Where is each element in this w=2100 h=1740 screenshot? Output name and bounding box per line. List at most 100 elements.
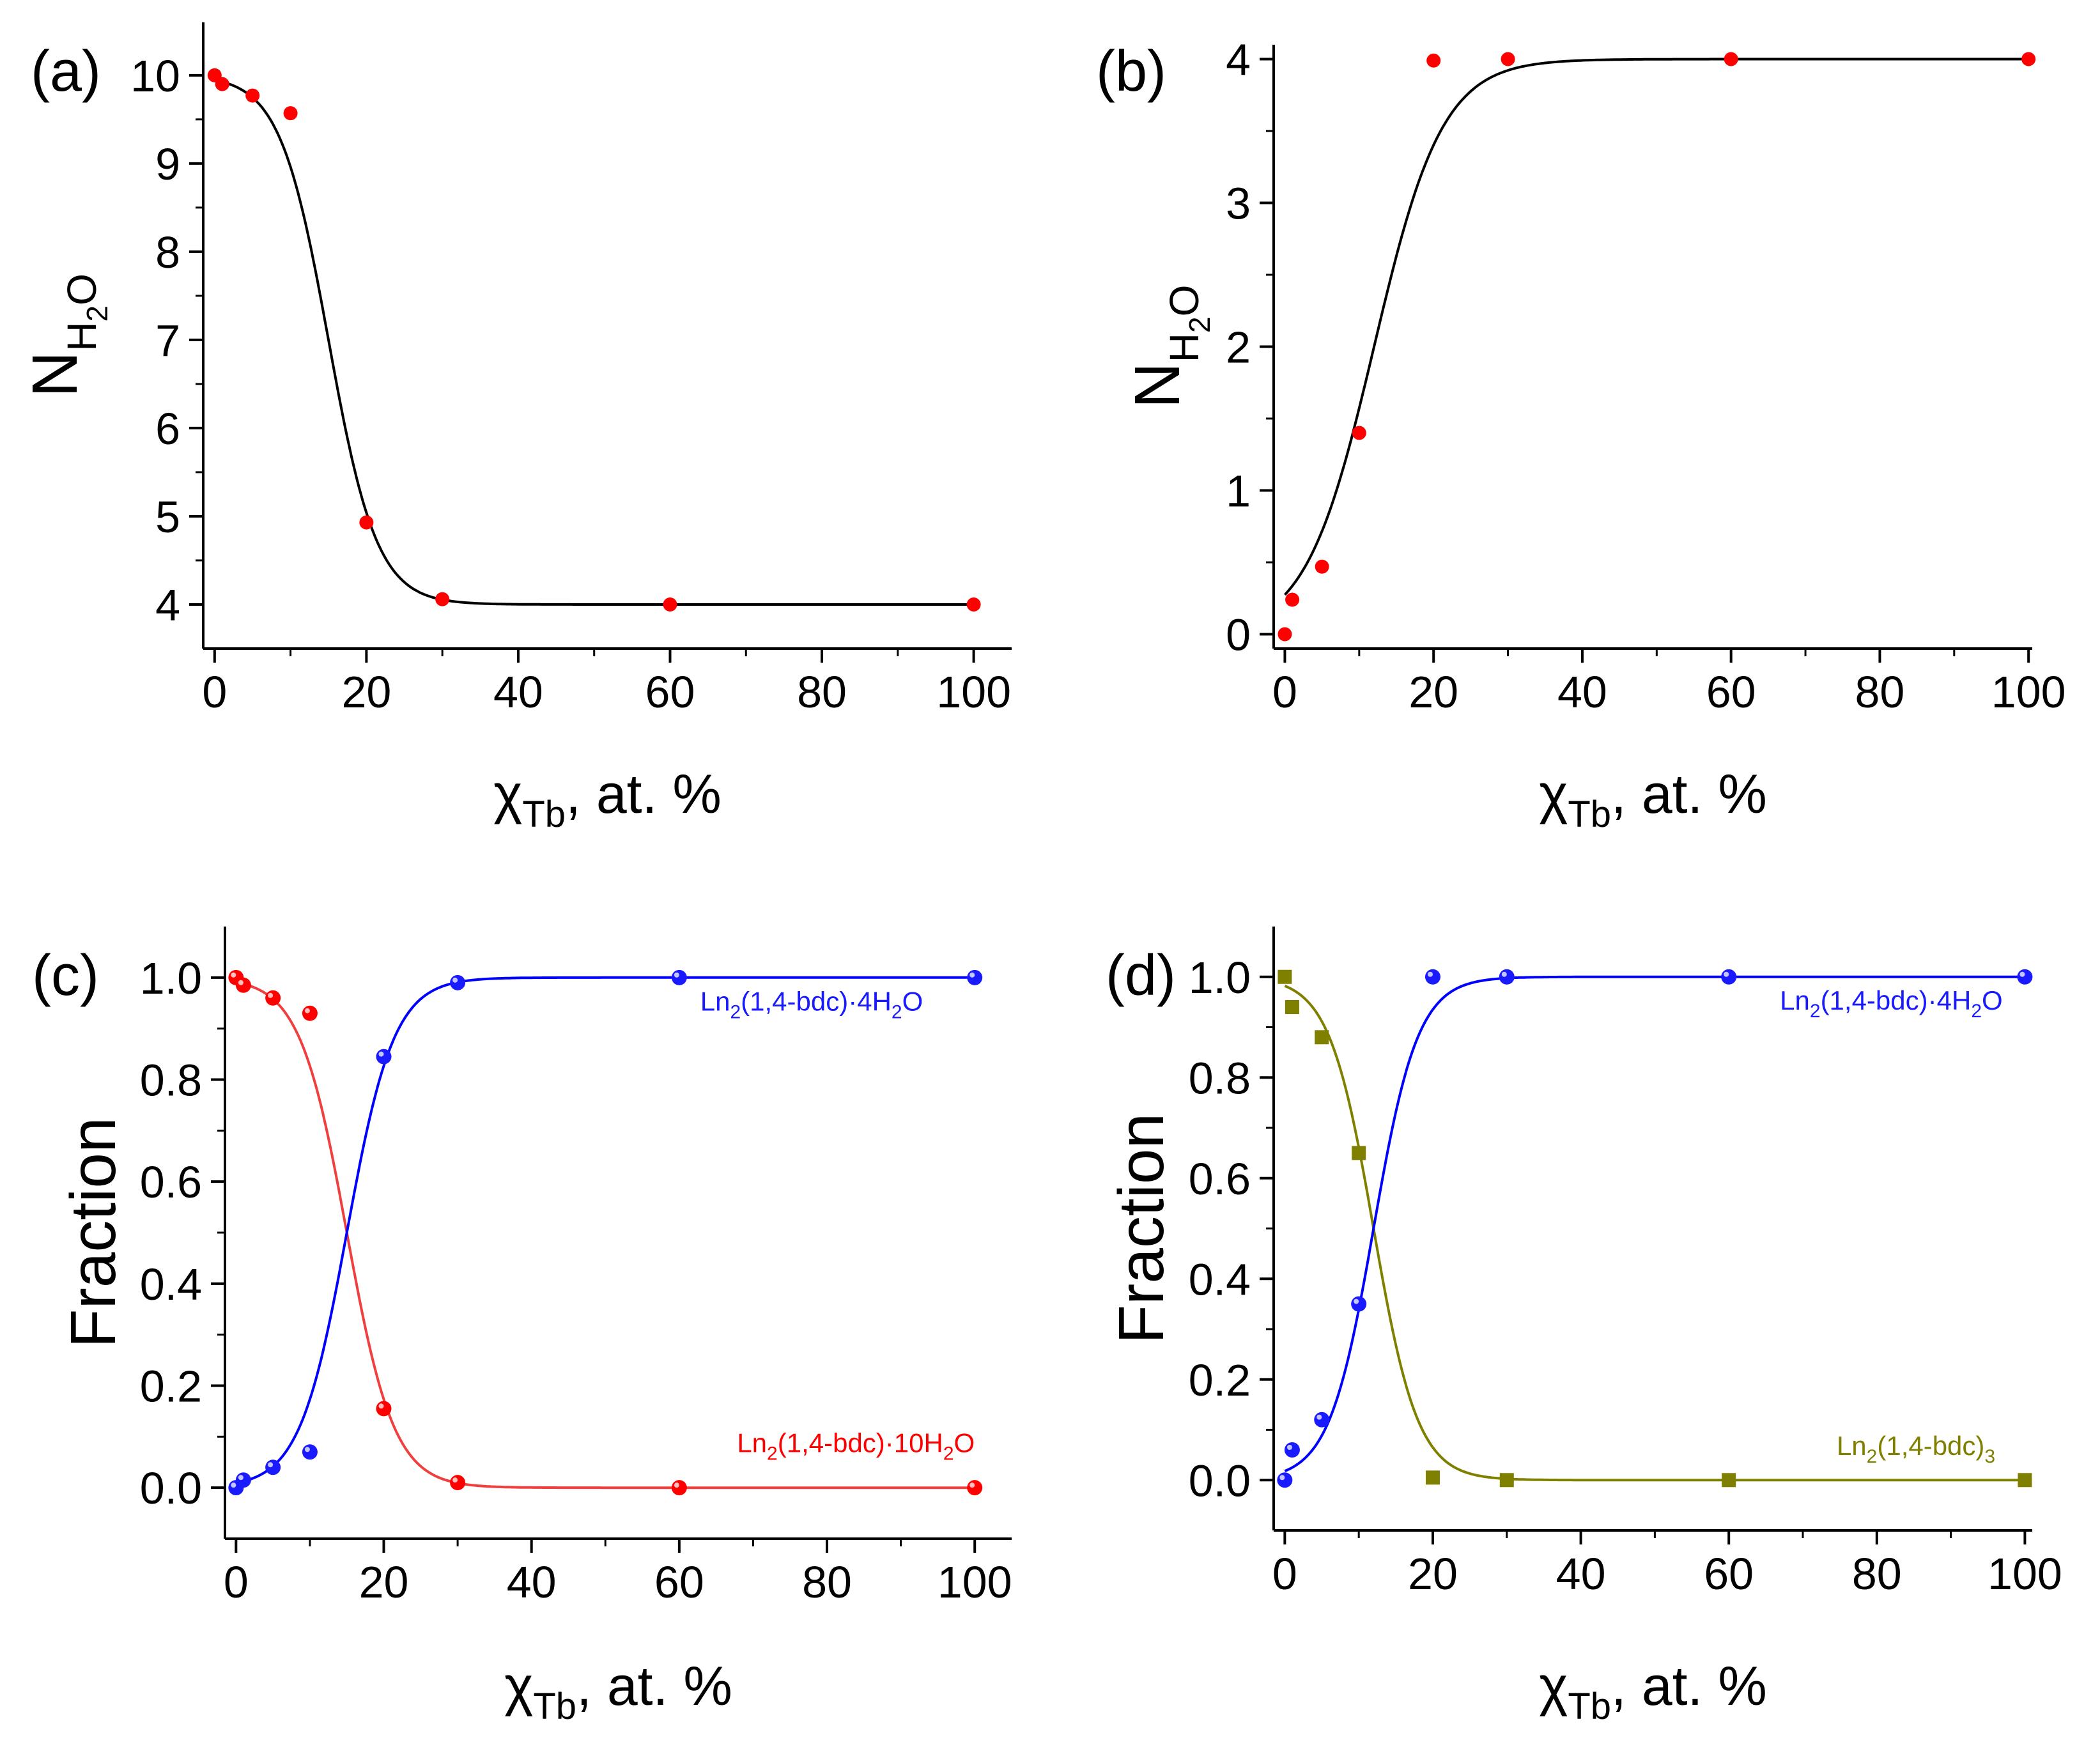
x-tick-label: 60 bbox=[1704, 1549, 1754, 1599]
x-tick-label: 0 bbox=[1272, 667, 1297, 717]
data-point bbox=[1724, 52, 1738, 66]
data-point bbox=[1277, 1472, 1293, 1488]
fit-curve bbox=[1284, 975, 2025, 1472]
data-point-highlight bbox=[231, 1482, 236, 1488]
data-point bbox=[1499, 969, 1515, 985]
data-point bbox=[671, 1480, 687, 1496]
fit-curve bbox=[1284, 58, 2029, 596]
data-point bbox=[1501, 52, 1515, 66]
data-point bbox=[435, 592, 450, 606]
x-tick-label: 40 bbox=[1557, 667, 1607, 717]
y-axis-title: Fraction bbox=[58, 1117, 129, 1348]
y-tick-label: 0.2 bbox=[140, 1362, 202, 1412]
data-point-highlight bbox=[378, 1403, 384, 1409]
panel-label: (a) bbox=[31, 40, 101, 104]
x-tick-label: 100 bbox=[938, 1557, 1012, 1607]
x-tick-label: 40 bbox=[507, 1557, 557, 1607]
series-label: Ln2(1,4-bdc)·4H2O bbox=[1780, 985, 2003, 1022]
data-point-highlight bbox=[969, 1482, 975, 1488]
series-label: Ln2(1,4-bdc)·10H2O bbox=[737, 1428, 975, 1464]
data-point bbox=[265, 1459, 281, 1475]
data-point bbox=[1285, 1000, 1299, 1014]
data-point bbox=[1352, 1146, 1366, 1160]
data-point bbox=[1278, 627, 1292, 642]
panel-a: 0 20 40 60 80 100 4 5 6 7 8 9 10 (a) χTb, at. % NH2O bbox=[19, 22, 1012, 835]
x-tick-label: 0 bbox=[1272, 1549, 1297, 1599]
data-point-highlight bbox=[238, 980, 243, 985]
data-point-highlight bbox=[1279, 1475, 1285, 1481]
x-axis-title: χTb, at. % bbox=[504, 1656, 732, 1727]
data-point bbox=[1721, 969, 1737, 985]
y-tick-label: 0.0 bbox=[140, 1463, 202, 1513]
data-point bbox=[967, 969, 983, 985]
panel-b: 0 20 40 60 80 100 0 1 2 3 4 (b) χTb, at. % NH2O bbox=[1096, 35, 2066, 836]
x-axis-title: χTb, at. % bbox=[1539, 764, 1767, 835]
y-axis-title: Fraction bbox=[1106, 1113, 1177, 1344]
series-0 bbox=[207, 68, 981, 612]
data-point bbox=[1285, 592, 1300, 607]
data-point bbox=[671, 969, 687, 985]
series-0 bbox=[1278, 52, 2036, 642]
data-point bbox=[1424, 969, 1440, 985]
data-point bbox=[450, 1475, 466, 1491]
x-tick-label: 80 bbox=[797, 667, 847, 717]
x-tick-label: 60 bbox=[654, 1557, 704, 1607]
y-tick-label: 0 bbox=[1226, 610, 1251, 660]
data-point bbox=[1315, 559, 1329, 574]
data-point-highlight bbox=[969, 972, 975, 978]
data-point bbox=[1284, 1442, 1300, 1458]
y-tick-label: 4 bbox=[1226, 35, 1251, 85]
data-point bbox=[1352, 426, 1366, 440]
fit-curve bbox=[235, 976, 975, 1484]
data-point bbox=[215, 77, 229, 91]
series-0: Ln2(1,4-bdc)3 bbox=[1278, 969, 2032, 1488]
y-tick-label: 10 bbox=[130, 51, 180, 101]
y-tick-label: 3 bbox=[1226, 179, 1251, 229]
y-tick-label: 0.8 bbox=[140, 1056, 202, 1105]
data-point bbox=[376, 1401, 392, 1417]
panel-d: 0 20 40 60 80 100 0.0 0.2 0.4 0.6 0.8 1.0 (d) χTb, at… bbox=[1106, 927, 2062, 1727]
data-point bbox=[1314, 1412, 1330, 1428]
data-point bbox=[302, 1444, 318, 1460]
data-point bbox=[376, 1049, 392, 1065]
y-tick-label: 5 bbox=[155, 492, 180, 542]
data-point-highlight bbox=[304, 1008, 310, 1013]
x-tick-label: 100 bbox=[1988, 1549, 2062, 1599]
panel-c: 0 20 40 60 80 100 0.0 0.2 0.4 0.6 0.8 1.0 (c) χTb, at… bbox=[32, 927, 1012, 1727]
data-point bbox=[966, 597, 981, 612]
x-tick-label: 100 bbox=[936, 667, 1011, 717]
series-label: Ln2(1,4-bdc)·4H2O bbox=[700, 987, 923, 1023]
data-point-highlight bbox=[1316, 1414, 1322, 1420]
data-point bbox=[450, 974, 466, 990]
data-point bbox=[663, 597, 677, 612]
y-tick-label: 7 bbox=[155, 316, 180, 366]
fit-curve bbox=[235, 981, 975, 1490]
data-point bbox=[359, 515, 374, 530]
data-point-highlight bbox=[231, 972, 236, 978]
data-point bbox=[235, 1472, 251, 1488]
series-1: Ln2(1,4-bdc)·4H2O bbox=[1277, 969, 2033, 1488]
y-tick-label: 0.8 bbox=[1189, 1053, 1251, 1103]
data-point-highlight bbox=[2019, 971, 2025, 977]
panel-label: (b) bbox=[1096, 40, 1166, 104]
y-tick-label: 2 bbox=[1226, 323, 1251, 373]
data-point-highlight bbox=[1501, 971, 1507, 977]
x-axis-title: χTb, at. % bbox=[1539, 1656, 1767, 1727]
y-tick-label: 1 bbox=[1226, 466, 1251, 516]
y-axis-title: NH2O bbox=[19, 273, 114, 397]
fit-curve bbox=[1284, 985, 2025, 1482]
y-tick-label: 8 bbox=[155, 227, 180, 277]
data-point bbox=[1315, 1030, 1329, 1045]
data-point bbox=[283, 106, 298, 121]
y-axis-title: NH2O bbox=[1122, 285, 1216, 409]
data-point bbox=[245, 88, 260, 103]
data-point-highlight bbox=[1724, 971, 1729, 977]
data-point-highlight bbox=[674, 972, 679, 978]
data-point-highlight bbox=[1427, 971, 1433, 977]
series-0: Ln2(1,4-bdc)·10H2O bbox=[228, 969, 983, 1496]
data-point-highlight bbox=[268, 992, 274, 998]
data-point-highlight bbox=[452, 1477, 458, 1483]
x-tick-label: 60 bbox=[1706, 667, 1756, 717]
series-label: Ln2(1,4-bdc)3 bbox=[1837, 1431, 1995, 1467]
data-point bbox=[1425, 1470, 1440, 1485]
